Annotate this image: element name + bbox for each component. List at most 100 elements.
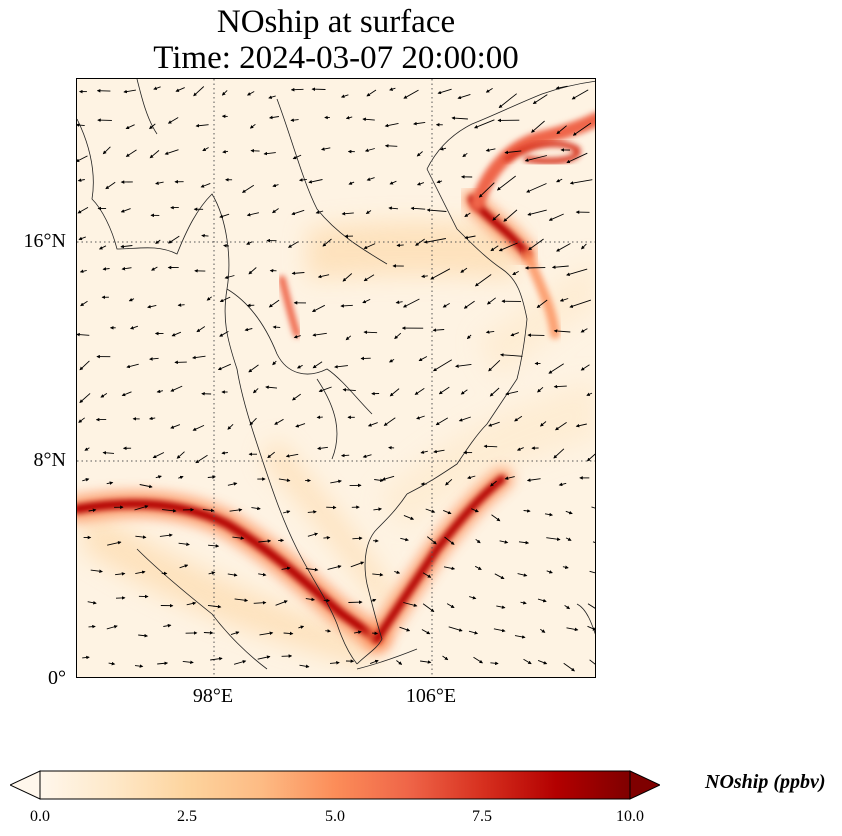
wind-arrow <box>167 235 180 244</box>
wind-arrow <box>394 570 401 574</box>
wind-arrow <box>265 385 278 390</box>
wind-arrow <box>123 89 136 94</box>
map-panel[interactable] <box>76 78 596 678</box>
wind-arrow <box>162 508 177 513</box>
wind-arrow <box>520 601 527 605</box>
wind-arrow <box>275 600 288 606</box>
wind-arrow <box>496 605 506 609</box>
wind-arrow <box>170 385 183 392</box>
wind-arrow <box>523 509 531 513</box>
wind-arrow <box>345 335 352 341</box>
wind-arrow <box>79 360 90 371</box>
wind-arrow <box>523 658 532 665</box>
wind-arrow <box>556 178 563 183</box>
wind-arrow <box>423 238 446 244</box>
wind-arrow <box>524 155 548 162</box>
wind-arrow <box>352 536 363 541</box>
wind-arrow <box>468 630 479 635</box>
wind-arrow <box>84 447 90 451</box>
wind-arrow <box>102 451 115 455</box>
wind-arrow <box>106 481 114 485</box>
wind-arrow <box>258 572 267 577</box>
wind-arrow <box>364 148 375 152</box>
wind-arrow <box>285 453 299 458</box>
wind-arrow <box>437 88 452 95</box>
wind-arrow <box>295 423 306 428</box>
wind-arrow <box>305 597 316 602</box>
wind-arrow <box>587 603 595 609</box>
wind-arrow <box>272 360 277 366</box>
wind-arrow <box>485 148 496 152</box>
wind-arrow <box>320 147 331 151</box>
wind-arrow <box>176 451 185 459</box>
wind-arrow <box>77 155 88 162</box>
wind-arrow <box>444 536 455 545</box>
wind-arrow <box>210 656 223 661</box>
wind-arrow <box>149 150 160 159</box>
colorbar-tick-3: 7.5 <box>472 808 492 825</box>
wind-arrow <box>139 484 153 489</box>
wind-arrow <box>575 423 587 428</box>
wind-arrow <box>474 565 482 570</box>
wind-arrow <box>451 116 468 120</box>
wind-arrow <box>526 183 547 193</box>
wind-arrow <box>253 600 267 605</box>
wind-arrow <box>388 206 399 210</box>
wind-arrow <box>208 544 220 548</box>
wind-arrow <box>580 328 588 333</box>
wind-arrow <box>415 238 425 246</box>
wind-arrow <box>250 148 260 153</box>
wind-arrow <box>460 389 468 395</box>
wind-arrow <box>126 363 139 369</box>
wind-arrow <box>464 235 476 240</box>
wind-arrow <box>517 573 528 577</box>
wind-arrow <box>591 506 595 509</box>
wind-arrow <box>182 660 194 665</box>
wind-arrow <box>149 123 156 130</box>
wind-arrow <box>296 364 303 369</box>
wind-arrow <box>503 209 518 222</box>
wind-arrow <box>471 508 479 513</box>
wind-arrow <box>526 478 541 482</box>
background-plumes <box>82 221 595 669</box>
lat-label-8n: 8°N <box>33 449 66 471</box>
wind-arrow <box>221 90 228 96</box>
wind-arrow <box>153 86 161 90</box>
wind-arrow <box>322 238 332 247</box>
wind-arrow <box>372 572 384 577</box>
wind-arrow <box>311 304 326 312</box>
wind-arrow <box>192 424 205 431</box>
wind-arrow <box>435 417 449 426</box>
wind-arrow <box>196 326 206 333</box>
wind-arrow <box>466 334 472 340</box>
lat-label-0: 0° <box>48 667 66 689</box>
wind-arrow <box>263 151 276 156</box>
wind-arrow <box>427 536 437 545</box>
wind-arrow <box>120 208 131 213</box>
wind-arrow <box>571 89 589 100</box>
wind-arrow <box>102 267 110 271</box>
wind-arrow <box>159 533 173 538</box>
wind-arrow <box>299 664 310 669</box>
wind-arrow <box>87 600 97 605</box>
wind-arrow <box>443 566 456 571</box>
wind-arrow <box>510 332 519 337</box>
wind-arrow <box>340 94 349 98</box>
wind-arrow <box>315 210 324 214</box>
wind-arrow <box>430 268 451 280</box>
wind-arrow <box>272 208 279 214</box>
wind-arrow <box>504 476 515 480</box>
wind-arrow <box>163 623 172 628</box>
wind-arrow <box>100 393 108 398</box>
wind-arrow <box>365 210 372 215</box>
lon-label-106e: 106°E <box>405 685 457 707</box>
wind-arrow <box>562 565 569 569</box>
wind-arrow <box>281 566 291 571</box>
wind-arrow <box>563 662 575 672</box>
wind-arrow <box>539 421 547 427</box>
wind-arrow <box>312 361 323 369</box>
wind-arrow <box>422 603 435 613</box>
wind-arrow <box>251 506 261 511</box>
wind-arrow <box>340 453 350 458</box>
wind-arrow <box>416 151 423 157</box>
